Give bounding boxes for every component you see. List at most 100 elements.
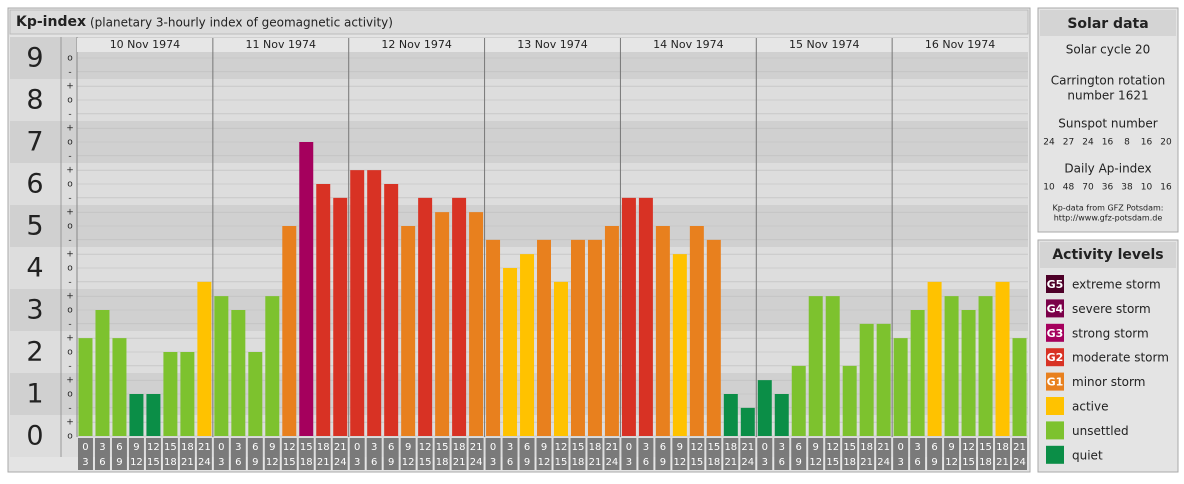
hour-label: 21 (198, 442, 211, 453)
hour-label: 21 (877, 442, 890, 453)
hour-label: 12 (402, 457, 415, 468)
hour-cell (128, 438, 144, 470)
y-minor-label: - (68, 235, 71, 245)
hour-label: 21 (860, 457, 873, 468)
hour-label: 9 (116, 457, 122, 468)
y-minor-label: o (67, 390, 73, 400)
level-swatch (1046, 348, 1064, 367)
bar (537, 239, 551, 436)
hour-label: 3 (99, 442, 105, 453)
hour-cell (434, 438, 450, 470)
y-minor-label: + (66, 124, 74, 134)
bar (384, 184, 399, 436)
bar (299, 142, 314, 436)
hour-cell (859, 438, 875, 470)
bar (774, 394, 789, 436)
hour-label: 18 (164, 457, 177, 468)
y-tick-label: 3 (26, 295, 43, 326)
hour-label: 15 (419, 457, 432, 468)
bar (825, 296, 840, 436)
hour-label: 6 (116, 442, 122, 453)
y-minor-label: - (68, 319, 71, 329)
bar (520, 254, 535, 436)
hour-label: 6 (235, 457, 241, 468)
bar (435, 212, 450, 436)
solar-cycle: Solar cycle 20 (1066, 43, 1151, 57)
hour-cell (553, 438, 569, 470)
hour-label: 6 (99, 457, 105, 468)
hour-label: 3 (507, 442, 513, 453)
y-minor-label: o (67, 138, 73, 148)
hour-cell (1012, 438, 1027, 470)
hour-label: 3 (897, 457, 903, 468)
levels-title: Activity levels (1052, 247, 1163, 263)
y-minor-label: + (66, 208, 74, 218)
bar (146, 394, 161, 436)
y-minor-label: + (66, 166, 74, 176)
hour-cell (485, 438, 501, 470)
hour-label: 0 (354, 442, 360, 453)
bar (197, 281, 212, 436)
hour-label: 12 (690, 442, 703, 453)
ap-value: 38 (1121, 183, 1133, 193)
hour-label: 18 (317, 442, 330, 453)
hour-label: 3 (235, 442, 241, 453)
hour-cell (111, 438, 127, 470)
hour-label: 3 (82, 457, 88, 468)
level-label: quiet (1072, 448, 1103, 462)
level-swatch (1046, 299, 1064, 318)
hour-label: 21 (181, 457, 194, 468)
level-label: severe storm (1072, 302, 1151, 316)
bar (95, 310, 110, 436)
bar (791, 365, 806, 436)
hour-cell (740, 438, 756, 470)
solar-title: Solar data (1067, 16, 1148, 32)
hour-label: 12 (130, 457, 143, 468)
ap-title: Daily Ap-index (1064, 162, 1151, 176)
bar (78, 338, 93, 436)
hour-label: 18 (707, 457, 720, 468)
hour-cell (519, 438, 535, 470)
hour-label: 15 (147, 457, 160, 468)
hour-label: 15 (843, 442, 856, 453)
ap-value: 10 (1043, 183, 1055, 193)
sunspot-value: 16 (1141, 138, 1153, 148)
y-tick-label: 8 (26, 85, 43, 116)
hour-label: 6 (779, 457, 785, 468)
hour-label: 21 (996, 457, 1009, 468)
sunspot-value: 16 (1102, 138, 1114, 148)
bar (129, 394, 144, 436)
hour-label: 12 (283, 442, 296, 453)
bar (859, 323, 874, 436)
hour-label: 15 (436, 442, 449, 453)
y-minor-label: - (68, 361, 71, 371)
hour-cell (366, 438, 382, 470)
bar (503, 268, 518, 436)
hour-label: 3 (914, 442, 920, 453)
y-minor-label: - (68, 109, 71, 119)
hour-label: 9 (931, 457, 937, 468)
sunspot-value: 27 (1063, 138, 1074, 148)
hour-label: 0 (490, 442, 496, 453)
bar (655, 226, 670, 436)
y-tick-label: 1 (26, 379, 43, 410)
bar (282, 226, 297, 436)
hour-label: 0 (897, 442, 903, 453)
y-minor-label: o (67, 264, 73, 274)
hour-label: 15 (690, 457, 703, 468)
bar (486, 239, 501, 436)
hour-cell (978, 438, 994, 470)
bar (689, 226, 704, 436)
y-tick-label: 0 (26, 421, 43, 452)
hour-label: 0 (82, 442, 88, 453)
hour-cell (94, 438, 110, 470)
hour-label: 21 (334, 442, 347, 453)
hour-label: 3 (490, 457, 496, 468)
hour-label: 18 (453, 442, 466, 453)
chart-subtitle: (planetary 3-hourly index of geomagnetic… (90, 16, 393, 30)
hour-label: 21 (589, 457, 602, 468)
source: http://www.gfz-potsdam.de (1054, 214, 1163, 223)
sunspot-title: Sunspot number (1058, 117, 1157, 131)
hour-cell (230, 438, 246, 470)
sunspot-value: 20 (1160, 138, 1172, 148)
